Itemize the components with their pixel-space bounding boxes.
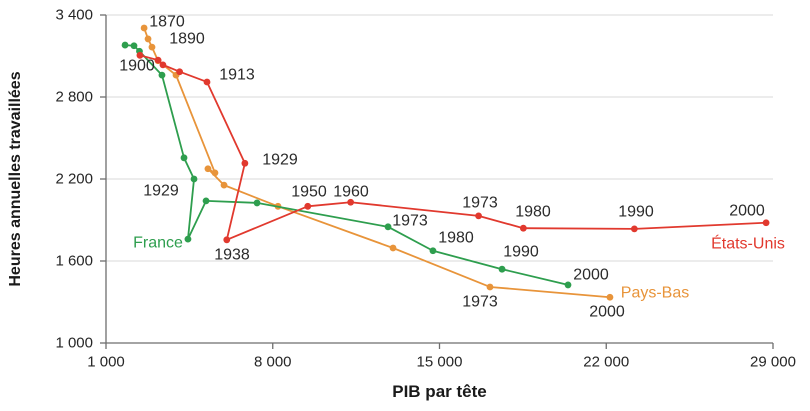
- year-label: 1938: [214, 247, 250, 264]
- x-tick-label: 8 000: [254, 354, 292, 371]
- data-point-france-1929: [190, 175, 198, 183]
- data-point-etats-unis-1913: [203, 78, 211, 86]
- data-point-etats-unis-1870: [136, 51, 144, 59]
- year-label: 1900: [119, 58, 155, 75]
- year-label: 1980: [515, 204, 551, 221]
- y-tick-label: 3 400: [55, 7, 93, 24]
- data-point-france-1960: [253, 199, 261, 207]
- year-label: 1960: [333, 184, 369, 201]
- y-tick-label: 2 200: [55, 171, 93, 188]
- data-point-france-1950: [202, 197, 210, 205]
- year-label: 1980: [438, 230, 474, 247]
- data-point-etats-unis-1929: [241, 159, 249, 167]
- data-point-pays-bas-1890: [148, 43, 156, 51]
- data-point-france-1938: [184, 235, 192, 243]
- y-tick-label: 2 800: [55, 89, 93, 106]
- x-tick-label: 22 000: [583, 354, 629, 371]
- data-point-pays-bas-1880: [144, 35, 152, 43]
- x-axis-title: PIB par tête: [392, 382, 487, 401]
- y-tick-label: 1 000: [55, 335, 93, 352]
- data-point-etats-unis-1973: [475, 212, 482, 220]
- data-point-etats-unis-1890: [159, 61, 167, 69]
- data-point-pays-bas-1990: [486, 283, 494, 291]
- data-point-france-1980: [429, 247, 437, 255]
- data-point-france-1913: [180, 154, 188, 162]
- y-axis-title: Heures annuelles travaillées: [7, 71, 24, 287]
- data-point-etats-unis-1980: [519, 224, 527, 232]
- year-label: 1890: [169, 31, 205, 48]
- year-label: 1870: [149, 14, 185, 31]
- y-tick-label: 1 600: [55, 253, 93, 270]
- data-point-pays-bas-1950: [220, 181, 228, 189]
- year-label: 2000: [573, 267, 609, 284]
- series-label-etats-unis: États-Unis: [711, 234, 785, 253]
- data-point-pays-bas-1870: [140, 24, 148, 32]
- year-label: 1990: [618, 204, 654, 221]
- data-point-etats-unis-1990: [630, 225, 638, 233]
- data-point-etats-unis-1950: [304, 202, 312, 210]
- series-line-france: [124, 44, 569, 286]
- year-label: 1973: [462, 195, 498, 212]
- year-label: 1950: [291, 184, 327, 201]
- x-tick-label: 1 000: [87, 354, 125, 371]
- data-point-pays-bas-1929: [211, 169, 219, 177]
- data-point-etats-unis-1900: [176, 68, 184, 76]
- year-label: 1973: [392, 213, 428, 230]
- data-point-france-1990: [498, 265, 506, 273]
- series-label-france: France: [133, 235, 183, 252]
- data-point-france-1900: [158, 71, 166, 79]
- year-label: 1929: [143, 183, 179, 200]
- data-point-etats-unis-2000: [762, 219, 770, 227]
- data-point-pays-bas-1973: [389, 244, 397, 252]
- data-point-etats-unis-1938: [223, 236, 231, 244]
- data-point-pays-bas-1938: [204, 165, 212, 173]
- data-point-france-1870: [121, 41, 129, 49]
- x-tick-label: 15 000: [417, 354, 463, 371]
- year-label: 2000: [589, 304, 625, 321]
- data-point-france-1880: [130, 42, 138, 50]
- year-label: 1929: [262, 152, 298, 169]
- data-point-pays-bas-2000: [606, 293, 614, 301]
- year-label: 1913: [219, 67, 255, 84]
- year-label: 1973: [462, 294, 498, 311]
- year-label: 1990: [503, 244, 539, 261]
- data-point-etats-unis-1960: [347, 198, 355, 206]
- data-point-etats-unis-1880: [154, 56, 162, 64]
- x-tick-label: 29 000: [750, 354, 796, 371]
- data-point-france-1973: [384, 223, 392, 231]
- year-label: 2000: [729, 203, 765, 220]
- data-point-france-2000: [564, 281, 572, 289]
- series-label-pays-bas: Pays-Bas: [621, 285, 689, 302]
